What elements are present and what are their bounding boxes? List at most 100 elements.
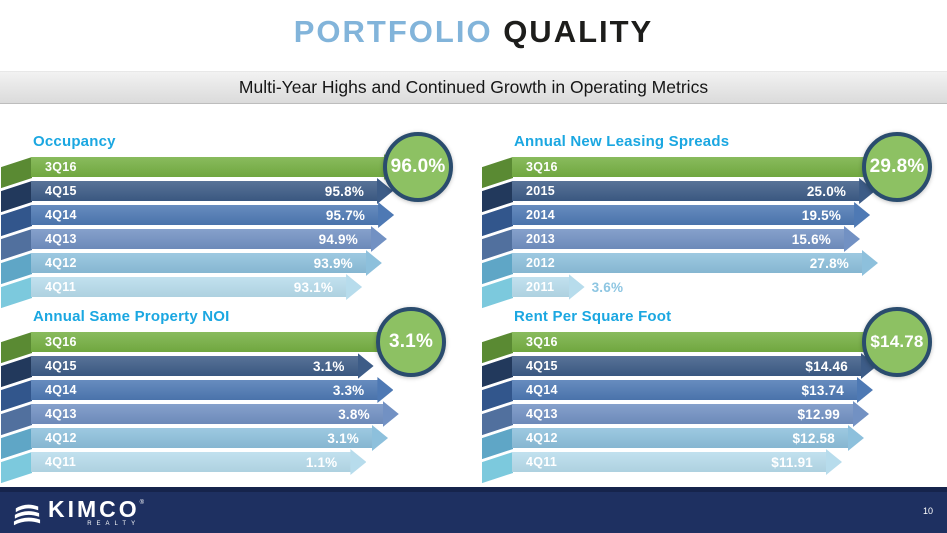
bar-row: 2014 19.5%: [482, 202, 872, 237]
bar-row: 4Q11 1.1%: [1, 449, 391, 484]
highlight-value: 96.0%: [390, 156, 446, 177]
bar-value: 15.6%: [791, 231, 831, 247]
bar-arrow-tip: [350, 449, 367, 475]
bar-value: 95.7%: [325, 207, 366, 223]
bar-label: 4Q13: [45, 407, 77, 421]
bar-arrow-tip: [377, 377, 394, 403]
bar-value: 25.0%: [806, 183, 847, 199]
panel-title: Annual New Leasing Spreads: [514, 133, 730, 150]
trademark-symbol: ®: [139, 500, 145, 506]
bar-value: 3.1%: [313, 358, 345, 374]
bar-value: 19.5%: [801, 207, 842, 223]
bar-arrow-tip: [853, 401, 869, 427]
panel-same-property-noi: Annual Same Property NOI 3Q16 4Q15 3.1%: [1, 307, 463, 484]
bar-arrow-tip: [847, 425, 864, 451]
bar-chart: 3Q16 4Q15 3.1% 4Q14 3.3%: [1, 329, 400, 484]
bar: 3Q16: [31, 329, 400, 355]
panel-rent-per-sqft: Rent Per Square Foot 3Q16 4Q15 $14.46: [482, 307, 944, 484]
bar-value: $11.91: [771, 454, 813, 470]
highlight-value: 3.1%: [388, 331, 434, 352]
bar-label: 3Q16: [45, 335, 77, 349]
bar-label: 4Q12: [526, 431, 558, 445]
bar-value: $13.74: [801, 382, 844, 398]
bar-row: 4Q15 3.1%: [1, 353, 391, 388]
bar-value: $12.58: [792, 430, 835, 446]
bar: 4Q11 $11.91: [512, 449, 842, 475]
bar: 4Q15 $14.46: [512, 353, 877, 379]
bar-row: 2013 15.6%: [482, 226, 872, 261]
bar-value: 93.1%: [293, 279, 334, 295]
highlight-value: $14.78: [870, 332, 924, 351]
panel-occupancy: Occupancy 3Q16 4Q15 95.8%: [1, 132, 463, 309]
bar-row: 4Q15 95.8%: [1, 178, 394, 213]
subtitle-text: Multi-Year Highs and Continued Growth in…: [238, 77, 709, 97]
bar-row: 4Q15 $14.46: [482, 353, 877, 388]
bar-value: 1.1%: [305, 454, 338, 470]
bar-label: 2014: [526, 208, 556, 222]
bar-label: 4Q14: [45, 208, 77, 222]
bar-row: 2012 27.8%: [482, 250, 878, 285]
bar-row: 3Q16: [482, 329, 880, 364]
bar: 2014 19.5%: [512, 202, 871, 228]
bar-value: 3.3%: [332, 382, 365, 398]
bar-label: 3Q16: [526, 335, 558, 349]
bar-arrow-tip: [372, 425, 388, 451]
bar-row: 4Q14 $13.74: [482, 377, 873, 412]
highlight-badge: 96.0%: [383, 132, 453, 202]
bar: 4Q13 94.9%: [31, 226, 387, 252]
bar-row: 4Q14 95.7%: [1, 202, 395, 237]
page-number: 10: [922, 506, 933, 516]
footer: KIMCO ® REALTY 10: [0, 487, 947, 533]
bar-label: 4Q15: [45, 359, 77, 373]
bar-label: 4Q13: [526, 407, 558, 421]
bar: 4Q13 $12.99: [512, 401, 869, 427]
bar-row: 4Q13 94.9%: [1, 226, 391, 261]
bar-chart: 3Q16 4Q15 95.8% 4Q14 95.7%: [1, 154, 400, 309]
highlight-badge: 3.1%: [376, 307, 446, 377]
bar-label: 2012: [526, 256, 556, 270]
bar-label: 4Q11: [45, 280, 77, 294]
bar-arrow-tip: [856, 377, 873, 403]
bar-arrow-tip: [357, 353, 374, 379]
bar-value: 93.9%: [313, 255, 353, 271]
bar-row: 4Q11 $11.91: [482, 449, 872, 484]
bar: 2015 25.0%: [512, 178, 876, 204]
bar-arrow-tip: [370, 226, 387, 252]
bar-row: 4Q14 3.3%: [1, 377, 394, 412]
bar: 4Q11 1.1%: [31, 449, 367, 475]
bar-row: 3Q16: [1, 329, 400, 364]
bar-arrow-tip: [568, 274, 585, 300]
bar-label: 4Q13: [45, 232, 77, 246]
bar-value: 3.6%: [591, 279, 624, 295]
bar: 4Q12 3.1%: [31, 425, 388, 451]
brand-name: KIMCO: [48, 496, 140, 522]
bar: 3Q16: [31, 154, 400, 180]
bar-row: 4Q11 93.1%: [1, 274, 391, 309]
brand-subtitle: REALTY: [87, 521, 141, 527]
bar-label: 4Q11: [45, 455, 77, 469]
bar-label: 3Q16: [45, 160, 77, 174]
bar-value: 3.1%: [327, 430, 359, 446]
panel-leasing-spreads: Annual New Leasing Spreads 3Q16 2015 25.…: [482, 132, 944, 309]
bar: 4Q15 3.1%: [31, 353, 374, 379]
bar-chart: 3Q16 2015 25.0% 2014 19.5%: [482, 154, 880, 309]
bar-row: 4Q12 $12.58: [482, 425, 872, 460]
page-title: PORTFOLIO QUALITY: [0, 14, 947, 50]
panel-title: Rent Per Square Foot: [514, 308, 672, 325]
bar-arrow-tip: [826, 449, 842, 475]
bar-label: 2013: [526, 232, 556, 246]
bar-value: $14.46: [805, 358, 848, 374]
bar: 4Q14 3.3%: [31, 377, 394, 403]
bar-row: 2011 3.6%: [482, 274, 872, 309]
bar: 4Q14 $13.74: [512, 377, 873, 403]
bar-row: 3Q16: [1, 154, 400, 189]
bar-value: 94.9%: [318, 231, 358, 247]
subtitle-banner: Multi-Year Highs and Continued Growth in…: [0, 71, 947, 104]
bar-value: 27.8%: [809, 255, 849, 271]
bar-arrow-tip: [844, 226, 860, 252]
highlight-value: 29.8%: [869, 156, 925, 177]
bar-label: 4Q15: [526, 359, 558, 373]
bar: 2011 3.6%: [512, 274, 623, 300]
kimco-logo-icon: [13, 504, 41, 526]
bar-arrow-tip: [346, 274, 363, 300]
